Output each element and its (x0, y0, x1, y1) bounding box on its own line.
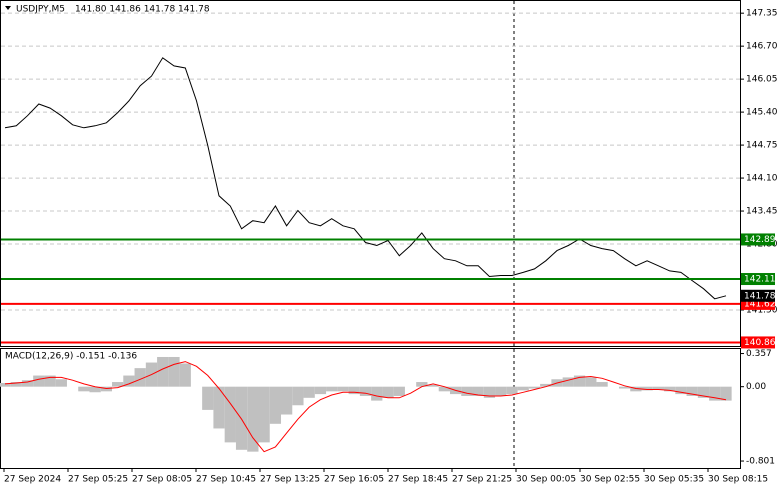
macd-bar (337, 386, 349, 392)
y-tick-label: 144.75 (746, 141, 778, 151)
y-tick-label: 145.40 (746, 108, 778, 118)
x-tick-label: 30 Sep 00:05 (516, 475, 576, 485)
chart-title: USDJPY,M5 (16, 5, 65, 15)
macd-bar (630, 386, 642, 392)
macd-bar (326, 386, 338, 392)
main-panel (0, 0, 741, 347)
macd-bar (652, 386, 665, 390)
macd-bar (562, 377, 574, 387)
y-tick-label: 146.05 (746, 75, 778, 85)
macd-bar (112, 382, 124, 387)
level-label-box (741, 336, 775, 349)
macd-bar (33, 375, 45, 387)
macd-bar (55, 379, 67, 387)
macd-bar (348, 386, 360, 395)
macd-bar (314, 386, 327, 395)
macd-bar (382, 386, 394, 398)
macd-bar (472, 386, 484, 396)
macd-bar (10, 382, 22, 387)
macd-bar (224, 386, 236, 443)
macd-bar (528, 386, 541, 389)
current-price: 141.78 (744, 291, 776, 301)
macd-bar (359, 386, 372, 396)
macd-bar (134, 368, 146, 387)
macd-bar (202, 386, 214, 410)
macd-bar (292, 386, 304, 406)
macd-panel (0, 348, 741, 469)
macd-bar (416, 382, 428, 387)
macd-bar (179, 363, 191, 387)
macd-bar (393, 386, 405, 396)
macd-title: MACD(12,26,9) -0.151 -0.136 (5, 352, 137, 362)
macd-bar (461, 386, 473, 396)
x-tick-label: 27 Sep 13:25 (260, 475, 320, 485)
macd-bar (618, 386, 631, 389)
macd-bar (641, 386, 653, 391)
x-tick-label: 27 Sep 21:25 (452, 475, 512, 485)
macd-bar (78, 386, 90, 392)
level-label: 142.89 (744, 235, 776, 245)
x-tick-label: 30 Sep 08:15 (708, 475, 768, 485)
y-tick-label: 147.35 (746, 9, 778, 19)
level-label: 140.86 (744, 338, 776, 348)
y-tick-label: 0.357 (746, 349, 772, 359)
macd-bar (438, 386, 450, 392)
macd-bar (573, 375, 586, 387)
y-tick-label: 0.00 (746, 382, 766, 392)
macd-bar (585, 377, 597, 387)
y-tick-label: 143.45 (746, 207, 778, 217)
macd-bar (506, 386, 518, 395)
signal-line (4, 361, 727, 453)
level-label-box (741, 233, 775, 246)
level-label: 142.11 (744, 275, 776, 285)
macd-bar (44, 375, 56, 387)
macd-bar (168, 356, 180, 387)
x-tick-label: 27 Sep 05:25 (68, 475, 128, 485)
macd-bar (427, 384, 439, 387)
macd-bar (258, 386, 270, 443)
macd-bar (0, 382, 11, 387)
menu-arrow (5, 6, 11, 10)
x-tick-label: 27 Sep 10:45 (196, 475, 256, 485)
macd-bar (281, 386, 293, 415)
macd-bar (517, 386, 529, 391)
macd-bar (483, 386, 496, 398)
macd-bar (697, 386, 710, 398)
level-label: 141.62 (744, 299, 776, 309)
macd-bar (495, 386, 507, 396)
x-tick-label: 27 Sep 18:45 (388, 475, 448, 485)
macd-bar (686, 386, 698, 396)
macd-bar (89, 386, 101, 393)
macd-bar (371, 386, 383, 401)
y-tick-label: -0.801 (746, 457, 775, 467)
macd-bar (100, 386, 113, 392)
macd-bar (720, 386, 732, 401)
macd-bar (269, 386, 282, 424)
level-label-box (741, 273, 775, 286)
x-tick-label: 27 Sep 2024 (4, 475, 61, 485)
y-tick-label: 146.70 (746, 42, 778, 52)
macd-bar (21, 380, 34, 387)
macd-bar (247, 386, 259, 452)
quote: 141.80 141.86 141.78 141.78 (75, 5, 210, 15)
macd-bar (664, 386, 676, 392)
macd-bar (157, 356, 169, 387)
macd-bar (123, 375, 135, 387)
y-tick-label: 141.50 (746, 305, 778, 315)
current-price-box (741, 289, 775, 302)
price-line (4, 57, 727, 300)
x-tick-label: 27 Sep 16:05 (324, 475, 384, 485)
macd-bar (235, 386, 248, 450)
x-tick-label: 30 Sep 02:55 (580, 475, 640, 485)
macd-bar (540, 383, 552, 387)
macd-bar (709, 386, 721, 401)
x-tick-label: 30 Sep 05:35 (644, 475, 704, 485)
macd-bar (596, 382, 608, 387)
macd-bar (675, 386, 687, 395)
x-tick-label: 27 Sep 08:05 (132, 475, 192, 485)
macd-bar (213, 386, 225, 429)
macd-bar (303, 386, 315, 398)
y-tick-label: 144.10 (746, 174, 778, 184)
